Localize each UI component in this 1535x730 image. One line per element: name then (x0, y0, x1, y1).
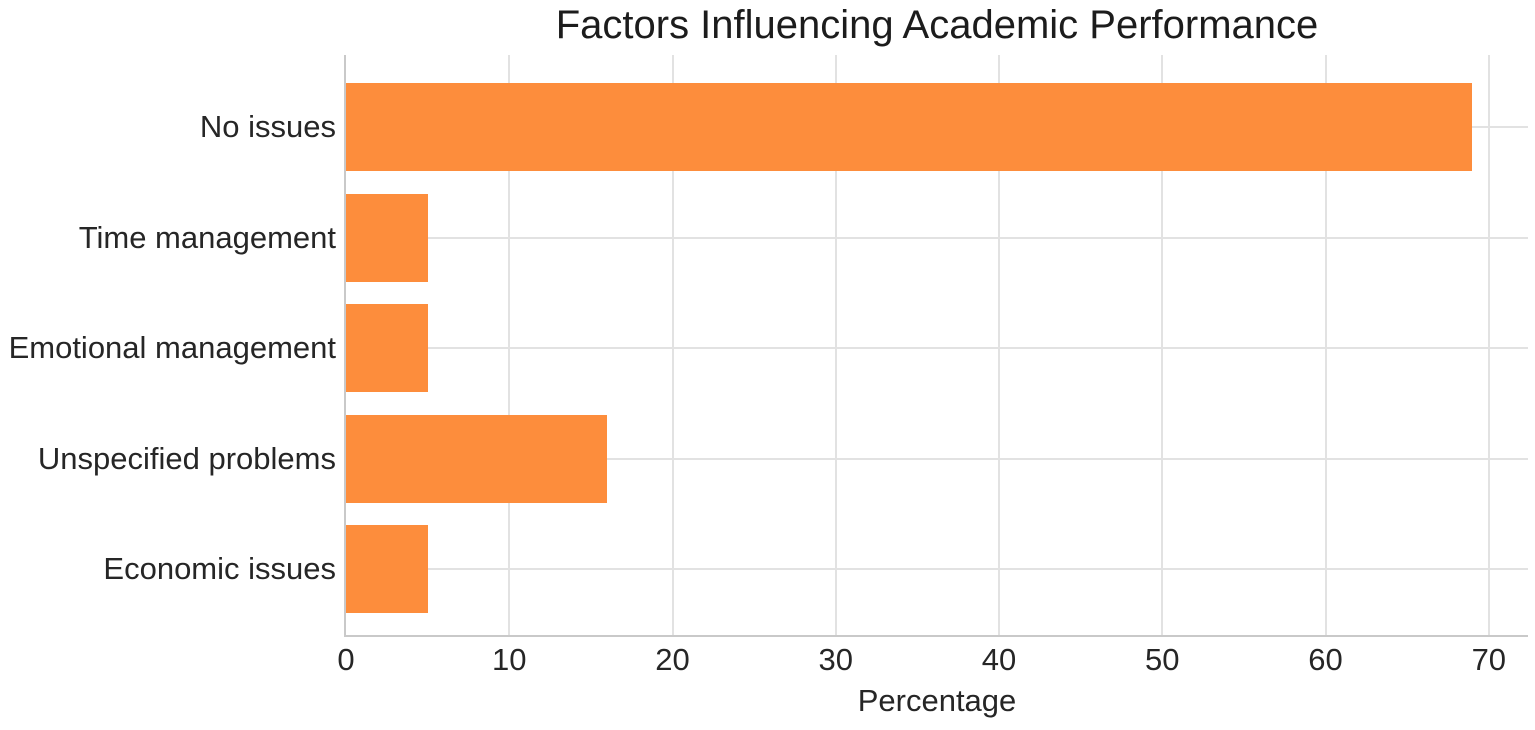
x-tick-label: 0 (337, 642, 355, 677)
y-tick-label: Emotional management (8, 330, 336, 365)
plot-area (346, 55, 1528, 635)
vertical-gridline (1324, 55, 1327, 635)
bar (346, 304, 428, 392)
x-tick-label: 10 (492, 642, 527, 677)
vertical-gridline (508, 55, 511, 635)
vertical-gridline (671, 55, 674, 635)
x-tick-label: 50 (1145, 642, 1180, 677)
horizontal-gridline (346, 236, 1528, 239)
y-axis-spine (344, 55, 346, 637)
x-axis-spine (344, 635, 1528, 637)
x-tick-label: 20 (655, 642, 690, 677)
x-tick-label: 70 (1471, 642, 1507, 677)
y-tick-label: Time management (78, 219, 336, 255)
x-axis-title: Percentage (857, 683, 1017, 718)
vertical-gridline (998, 55, 1001, 635)
bar (346, 193, 428, 282)
horizontal-gridline (346, 347, 1528, 349)
x-tick-label: 30 (818, 642, 853, 677)
y-tick-label: No issues (199, 109, 336, 144)
vertical-gridline (1161, 55, 1164, 635)
bar (346, 525, 428, 613)
bar (346, 83, 1473, 171)
bar (346, 414, 608, 503)
y-tick-label: Unspecified problems (37, 440, 336, 476)
vertical-gridline (1487, 55, 1490, 635)
chart-title: Factors Influencing Academic Performance (555, 3, 1319, 47)
x-tick-label: 40 (981, 642, 1017, 677)
horizontal-gridline (346, 568, 1528, 570)
vertical-gridline (834, 55, 837, 635)
y-tick-label: Economic issues (103, 551, 336, 586)
horizontal-gridline (346, 457, 1528, 460)
x-tick-label: 60 (1308, 642, 1343, 677)
